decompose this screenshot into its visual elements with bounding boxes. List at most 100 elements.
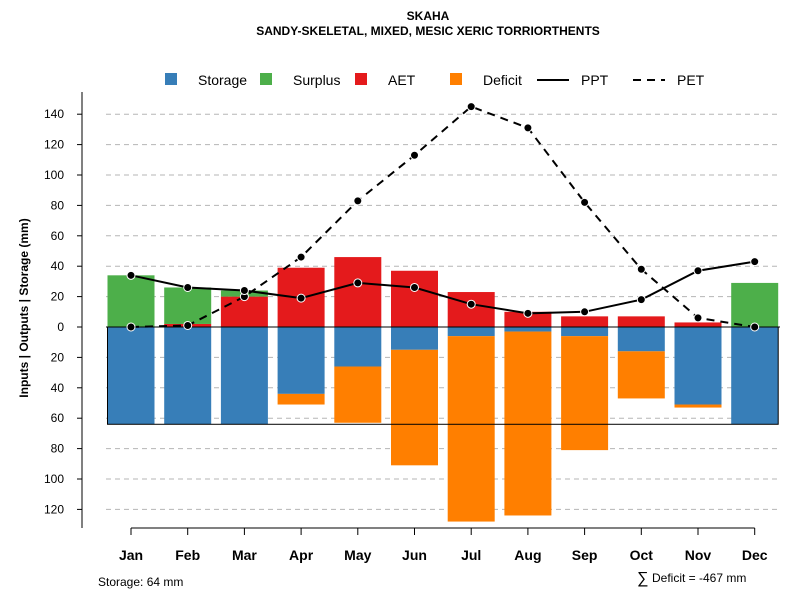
y-tick-label: 140	[44, 107, 64, 121]
x-tick-label: Jan	[119, 547, 143, 563]
x-tick-label: Mar	[232, 547, 257, 563]
deficit-footer: Deficit = -467 mm	[652, 571, 746, 585]
legend-label-ppt: PPT	[581, 72, 609, 88]
y-tick-label: 120	[44, 502, 64, 516]
storage-bar	[164, 327, 212, 425]
ppt-point	[750, 257, 760, 267]
ppt-point	[636, 295, 646, 305]
aet-bar	[391, 270, 438, 327]
pet-point	[353, 196, 363, 206]
pet-point	[466, 102, 476, 112]
legend-label-deficit: Deficit	[483, 72, 522, 88]
deficit-bar	[447, 336, 495, 522]
deficit-bar	[674, 404, 722, 408]
surplus-bar	[107, 275, 155, 327]
storage-bar	[334, 327, 382, 367]
deficit-bar	[391, 349, 438, 466]
pet-point	[296, 252, 306, 262]
ppt-point	[296, 293, 306, 303]
aet-bar	[561, 316, 609, 327]
aet-bar	[447, 292, 495, 327]
aet-bar	[220, 296, 268, 327]
pet-point	[183, 320, 193, 330]
storage-bar	[674, 327, 722, 405]
storage-bar	[220, 327, 268, 425]
axes: 0 20 40 60 80 100 120 140 20 40 60 80 100 120 Jan Feb Ma…	[44, 92, 768, 563]
pet-point	[410, 150, 419, 160]
deficit-bar	[617, 351, 665, 399]
x-tick-label: Feb	[175, 547, 200, 563]
legend: Storage Surplus AET Deficit PPT PET	[165, 72, 705, 88]
y-tick-label: 20	[51, 290, 65, 304]
surplus-bar	[164, 287, 212, 324]
storage-bar	[107, 327, 155, 425]
x-tick-label: May	[344, 547, 371, 563]
pet-point	[693, 313, 703, 323]
pet-point	[580, 197, 590, 207]
pet-point	[750, 322, 760, 332]
aet-bar	[334, 257, 382, 327]
deficit-bar	[561, 336, 609, 451]
storage-bar	[504, 327, 552, 332]
series-lines	[126, 102, 760, 332]
x-tick-label: Nov	[685, 547, 712, 563]
y-tick-label: 40	[51, 259, 65, 273]
ppt-point	[580, 307, 590, 317]
legend-swatch-aet	[355, 73, 367, 85]
y-tick-label: 100	[44, 472, 64, 486]
ppt-point	[239, 286, 249, 296]
legend-label-storage: Storage	[198, 72, 247, 88]
surplus-bar	[731, 282, 779, 327]
x-tick-label: Jun	[402, 547, 427, 563]
storage-bar	[731, 327, 779, 425]
aet-bar	[617, 316, 665, 327]
y-tick-label: 20	[51, 350, 65, 364]
ppt-point	[353, 278, 363, 288]
ppt-point	[410, 282, 419, 292]
deficit-bar	[504, 331, 552, 516]
ppt-point	[126, 270, 136, 280]
pet-point	[636, 264, 646, 274]
deficit-symbol: ∑	[637, 570, 648, 587]
deficit-bar	[277, 393, 325, 405]
storage-bar	[277, 327, 325, 394]
pet-line	[130, 105, 755, 328]
storage-bar	[391, 327, 438, 350]
legend-swatch-surplus	[260, 73, 272, 85]
ppt-point	[523, 308, 533, 318]
ppt-point	[693, 266, 703, 276]
y-tick-label: 80	[51, 198, 65, 212]
x-tick-label: Aug	[514, 547, 541, 563]
storage-bar	[447, 327, 495, 337]
pet-point	[126, 322, 136, 332]
y-tick-label: 120	[44, 138, 64, 152]
pet-point	[523, 123, 533, 133]
y-tick-label: 0	[57, 320, 64, 334]
aet-bar	[674, 322, 722, 327]
legend-label-aet: AET	[388, 72, 416, 88]
legend-label-pet: PET	[677, 72, 705, 88]
y-tick-label: 60	[51, 229, 65, 243]
x-tick-label: Dec	[742, 547, 768, 563]
x-tick-label: Oct	[630, 547, 654, 563]
ppt-line	[130, 260, 755, 315]
x-tick-label: Sep	[572, 547, 598, 563]
storage-bar	[617, 327, 665, 352]
y-tick-label: 60	[51, 411, 65, 425]
storage-bar	[561, 327, 609, 337]
legend-swatch-deficit	[450, 73, 462, 85]
y-tick-label: 80	[51, 442, 65, 456]
chart-title: SKAHA	[407, 9, 450, 23]
ppt-point	[466, 299, 476, 309]
y-tick-label: 100	[44, 168, 64, 182]
x-tick-label: Jul	[461, 547, 481, 563]
y-tick-label: 40	[51, 381, 65, 395]
chart-subtitle: SANDY-SKELETAL, MIXED, MESIC XERIC TORRI…	[256, 24, 600, 38]
aet-bar	[504, 311, 552, 327]
y-axis-label: Inputs | Outputs | Storage (mm)	[17, 218, 31, 397]
legend-swatch-storage	[165, 73, 177, 85]
bars	[106, 257, 780, 522]
deficit-bar	[334, 366, 382, 423]
legend-label-surplus: Surplus	[293, 72, 340, 88]
